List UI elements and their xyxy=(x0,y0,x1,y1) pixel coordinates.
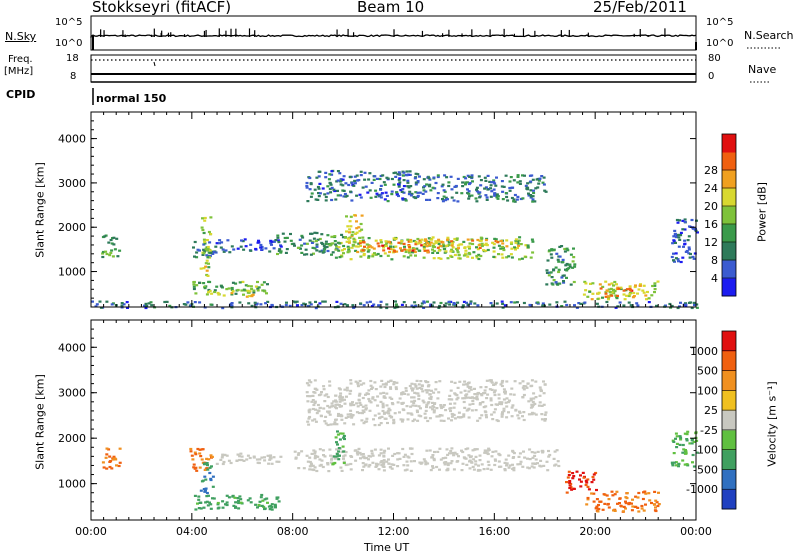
cpid-value: normal 150 xyxy=(96,92,167,105)
power-colorbar-swatch xyxy=(722,278,736,297)
x-tick-label-1: 04:00 xyxy=(176,525,208,538)
velocity-colorbar-frame xyxy=(721,330,737,510)
power-colorbar-tick-label-6: 28 xyxy=(704,164,718,177)
velocity-colorbar-tick-label-3: 25 xyxy=(704,404,718,417)
velocity-colorbar-swatch xyxy=(722,370,736,391)
nave-tick-bottom: 0 xyxy=(708,71,715,82)
velocity-colorbar-tick-label-7: -1000 xyxy=(686,483,718,496)
power-colorbar-tick-label-4: 20 xyxy=(704,200,718,213)
noise-tick-top-right: 10^5 xyxy=(706,17,734,28)
power-colorbar-frame xyxy=(721,133,737,297)
power-colorbar-swatch xyxy=(722,134,736,153)
noise-sky-line xyxy=(90,34,697,38)
velocity-colorbar-swatch xyxy=(722,489,736,510)
nave-tick-top: 80 xyxy=(708,53,721,64)
noise-tick-bottom-right: 10^0 xyxy=(706,38,734,49)
velocity-colorbar-tick-label-2: 100 xyxy=(697,384,718,397)
power-colorbar-swatch xyxy=(722,188,736,207)
station-title: Stokkseyri (fitACF) xyxy=(92,0,232,16)
x-tick-label-3: 12:00 xyxy=(378,525,410,538)
velocity-ytick-label-2: 3000 xyxy=(58,387,86,400)
power-ytick-label-3: 4000 xyxy=(58,133,86,146)
velocity-colorbar-swatch xyxy=(722,429,736,451)
power-colorbar-tick-label-2: 12 xyxy=(704,236,718,249)
x-tick-label-4: 16:00 xyxy=(478,525,510,538)
x-tick-label-2: 08:00 xyxy=(277,525,309,538)
power-ytick-label-1: 2000 xyxy=(58,221,86,234)
x-tick-label-6: 00:00 xyxy=(680,525,712,538)
velocity-colorbar-tick-label-1: 500 xyxy=(697,365,718,378)
velocity-ytick-label-3: 4000 xyxy=(58,341,86,354)
noise-tick-top-left: 10^5 xyxy=(55,17,83,28)
velocity-colorbar-tick-label-0: 1000 xyxy=(690,345,718,358)
freq-spike xyxy=(153,61,156,67)
velocity-colorbar-swatch xyxy=(722,390,736,411)
velocity-colorbar-tick-label-5: -100 xyxy=(693,444,718,457)
freq-unit-label: [MHz] xyxy=(4,66,34,77)
nave-label: Nave xyxy=(748,63,777,76)
noise-panel-frame xyxy=(90,15,697,51)
power-ytick-label-0: 1000 xyxy=(58,266,86,279)
power-colorbar-swatch xyxy=(722,170,736,189)
velocity-colorbar-tick-label-6: -500 xyxy=(693,463,718,476)
power-panel-frame xyxy=(90,111,697,308)
x-tick-label-0: 00:00 xyxy=(75,525,107,538)
velocity-colorbar-swatch xyxy=(722,410,736,431)
freq-label: Freq. xyxy=(8,54,33,65)
nsearch-label: N.Search xyxy=(744,29,794,42)
power-colorbar-swatch xyxy=(722,152,736,171)
freq-tick-top: 18 xyxy=(66,53,79,64)
velocity-ytick-label-1: 2000 xyxy=(58,432,86,445)
velocity-colorbar-swatch xyxy=(722,331,736,352)
power-ytick-label-2: 3000 xyxy=(58,177,86,190)
velocity-ytick-label-0: 1000 xyxy=(58,478,86,491)
cpid-label: CPID xyxy=(6,88,36,101)
noise-tick-bottom-left: 10^0 xyxy=(55,38,83,49)
x-axis-label: Time UT xyxy=(364,541,410,554)
power-colorbar-swatch xyxy=(722,260,736,279)
power-colorbar-tick-label-5: 24 xyxy=(704,182,718,195)
beam-title: Beam 10 xyxy=(357,0,425,16)
nsky-label: N.Sky xyxy=(5,30,37,43)
freq-tick-bottom: 8 xyxy=(70,71,77,82)
velocity-colorbar-swatch xyxy=(722,449,736,470)
x-tick-label-5: 20:00 xyxy=(579,525,611,538)
velocity-colorbar-swatch xyxy=(722,469,736,490)
power-colorbar-swatch xyxy=(722,206,736,225)
date-title: 25/Feb/2011 xyxy=(593,0,687,16)
power-heatmap xyxy=(91,169,699,310)
power-colorbar-swatch xyxy=(722,242,736,261)
power-colorbar-tick-label-1: 8 xyxy=(711,254,718,267)
power-colorbar-tick-label-0: 4 xyxy=(711,272,718,285)
power-colorbar-swatch xyxy=(722,224,736,243)
power-colorbar-tick-label-3: 16 xyxy=(704,218,718,231)
velocity-colorbar-tick-label-4: -25 xyxy=(700,424,718,437)
velocity-heatmap xyxy=(101,379,699,513)
velocity-colorbar-swatch xyxy=(722,350,736,372)
freq-panel-frame xyxy=(90,54,697,83)
